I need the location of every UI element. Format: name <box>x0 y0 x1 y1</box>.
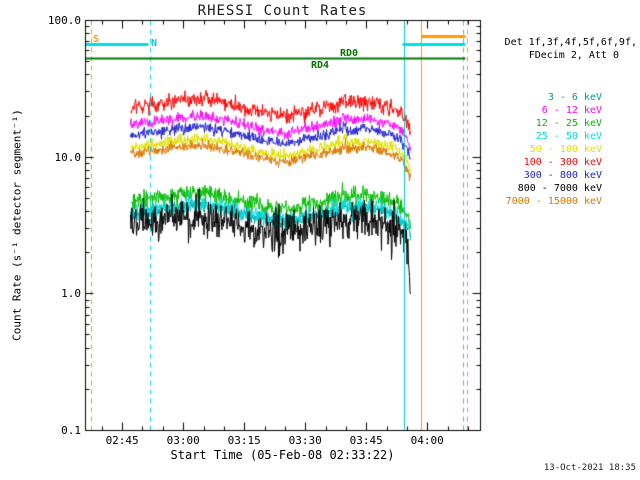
legend-entry: 25 - 50 keV <box>535 131 602 142</box>
night-flag-label: N <box>151 38 158 49</box>
x-tick-label: 03:30 <box>288 434 322 447</box>
legend-entry: 50 - 100 keV <box>529 144 602 155</box>
x-tick-label: 04:00 <box>410 434 444 447</box>
y-tick-label: 10.0 <box>54 150 82 164</box>
y-tick-label: 0.1 <box>61 424 81 437</box>
y-tick-label: 1.0 <box>61 287 81 301</box>
saa-flag-label: S <box>93 34 100 45</box>
legend-entry: 3 - 6 keV <box>547 92 602 103</box>
x-axis-title: Start Time (05-Feb-08 02:33:22) <box>170 448 395 462</box>
rd4-flag-label: RD4 <box>311 60 330 71</box>
legend-decim-att: FDecim 2, Att 0 <box>528 50 619 61</box>
chart-title: RHESSI Count Rates <box>197 3 368 19</box>
legend-entry: 7000 - 15000 keV <box>505 196 602 207</box>
x-tick-label: 03:45 <box>349 434 383 447</box>
legend-entry: 100 - 300 keV <box>523 157 602 168</box>
x-tick-label: 03:15 <box>227 434 261 447</box>
legend-entry: 800 - 7000 keV <box>517 183 602 194</box>
legend-entry: 300 - 800 keV <box>523 170 602 181</box>
x-tick-label: 03:00 <box>166 434 200 447</box>
y-axis-title: Count Rate (s⁻¹ detector segment⁻¹) <box>10 109 24 341</box>
legend-detectors: Det 1f,3f,4f,5f,6f,9f, <box>504 37 637 48</box>
creation-timestamp: 13-Oct-2021 18:35 <box>543 463 636 473</box>
x-tick-label: 02:45 <box>105 434 139 447</box>
legend-entry: 6 - 12 keV <box>541 105 602 116</box>
legend-entry: 12 - 25 keV <box>535 118 602 129</box>
rd0-flag-label: RD0 <box>340 48 359 59</box>
y-tick-label: 100.0 <box>47 14 81 27</box>
